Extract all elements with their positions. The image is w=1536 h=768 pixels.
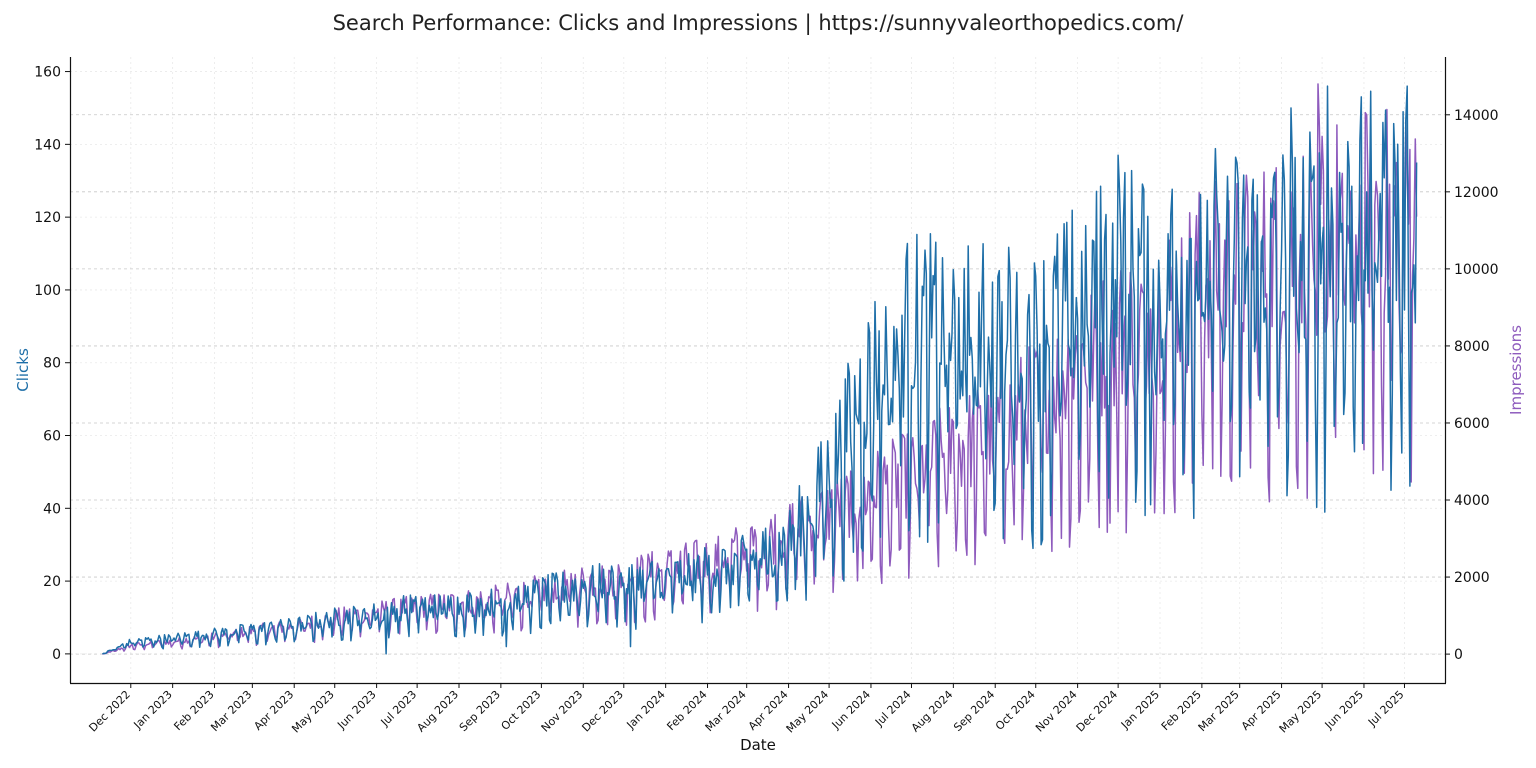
- x-tick-label: Nov 2024: [1033, 688, 1080, 735]
- x-tick-label: May 2025: [1277, 688, 1325, 736]
- x-tick-label: Jan 2023: [131, 688, 175, 732]
- x-tick-label: Jun 2024: [829, 688, 873, 732]
- right-tick-label: 12000: [1454, 185, 1499, 201]
- plot-frame: [69, 57, 1447, 685]
- right-tick-label: 0: [1454, 647, 1463, 663]
- right-axis-ticks: 0 2000 4000 6000 8000 10000 12000 14000: [1445, 108, 1499, 663]
- clicks-series: [102, 85, 1418, 655]
- left-tick-label: 120: [34, 210, 61, 226]
- y-axis-label-impressions: Impressions: [1507, 325, 1525, 415]
- chart-title: Search Performance: Clicks and Impressio…: [333, 11, 1185, 36]
- x-tick-label: Mar 2025: [1196, 688, 1242, 734]
- left-axis-ticks: 0 20 40 60 80 100 120 140 160: [34, 65, 70, 663]
- y-axis-label-clicks: Clicks: [14, 348, 32, 392]
- x-axis-label: Date: [740, 736, 776, 754]
- x-tick-label: Mar 2023: [208, 688, 254, 734]
- x-tick-label: Jul 2024: [872, 688, 914, 730]
- x-tick-label: Aug 2023: [414, 688, 461, 735]
- x-tick-label: Jul 2023: [378, 688, 420, 730]
- right-tick-label: 8000: [1454, 339, 1490, 355]
- x-tick-label: May 2023: [289, 688, 337, 736]
- right-tick-label: 10000: [1454, 262, 1499, 278]
- x-tick-label: Jan 2025: [1118, 688, 1162, 732]
- left-tick-label: 100: [34, 283, 61, 299]
- x-tick-label: Jun 2025: [1322, 688, 1366, 732]
- left-tick-label: 60: [43, 429, 61, 445]
- x-tick-label: Jan 2024: [624, 688, 668, 732]
- x-tick-label: Dec 2022: [86, 688, 133, 735]
- right-tick-label: 2000: [1454, 570, 1490, 586]
- left-tick-label: 40: [43, 501, 61, 517]
- x-tick-label: Nov 2023: [539, 688, 586, 735]
- left-tick-label: 20: [43, 574, 61, 590]
- x-tick-label: Sep 2024: [951, 688, 997, 734]
- x-tick-label: Oct 2024: [993, 688, 1038, 733]
- x-tick-label: Dec 2024: [1074, 688, 1121, 735]
- right-tick-label: 6000: [1454, 416, 1490, 432]
- x-tick-label: Jun 2023: [334, 688, 378, 732]
- left-tick-label: 0: [52, 647, 61, 663]
- right-tick-label: 4000: [1454, 493, 1490, 509]
- x-tick-label: Aug 2024: [909, 688, 956, 735]
- x-tick-label: Sep 2023: [457, 688, 503, 734]
- right-tick-label: 14000: [1454, 108, 1499, 124]
- x-tick-label: Dec 2023: [579, 688, 626, 735]
- x-tick-label: Mar 2024: [703, 688, 749, 734]
- x-tick-label: Jul 2025: [1365, 688, 1407, 730]
- left-tick-label: 80: [43, 356, 61, 372]
- x-tick-label: Oct 2023: [499, 688, 544, 733]
- x-tick-label: May 2024: [784, 688, 832, 736]
- left-tick-label: 160: [34, 65, 61, 81]
- clicks-line: [102, 85, 1418, 655]
- left-tick-label: 140: [34, 137, 61, 153]
